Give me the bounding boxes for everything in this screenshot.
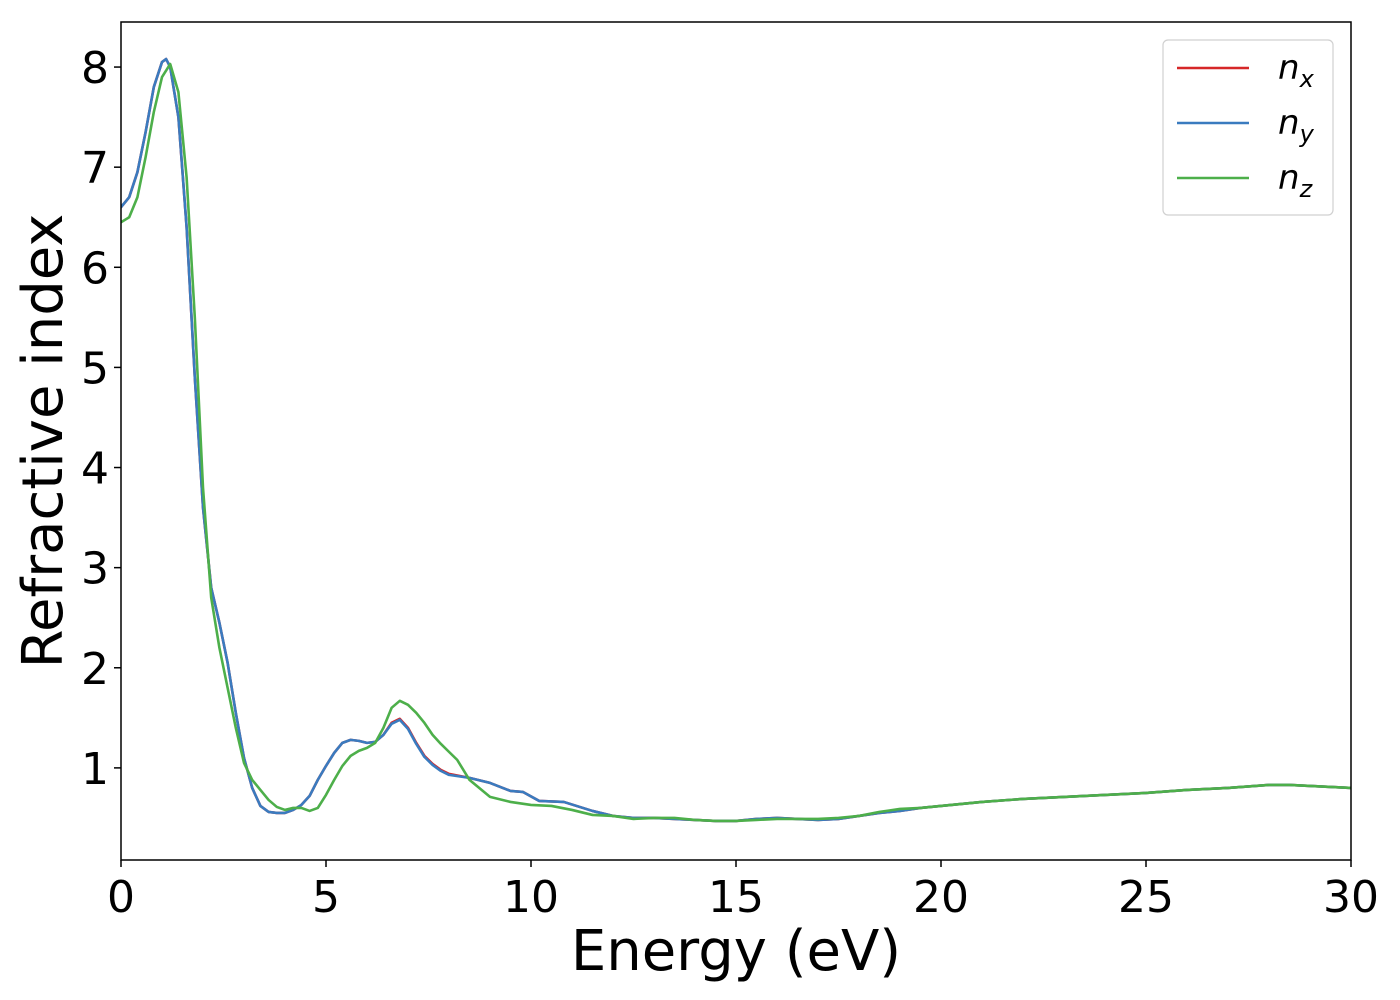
x-tick-label: 10 <box>503 872 559 923</box>
y-tick-label: 5 <box>81 343 109 394</box>
legend-box <box>1162 39 1334 216</box>
x-tick-label: 25 <box>1118 872 1174 923</box>
y-axis-ticks: 1 2 3 4 5 6 7 8 <box>81 43 121 795</box>
x-tick-label: 30 <box>1323 872 1379 923</box>
x-axis-label: Energy (eV) <box>571 919 901 984</box>
legend-item-nx: nx <box>1177 48 1315 93</box>
y-tick-label: 2 <box>81 644 109 695</box>
y-axis-label: Refractive index <box>11 214 76 669</box>
y-tick-label: 3 <box>81 544 109 595</box>
x-tick-label: 5 <box>312 872 340 923</box>
x-tick-label: 20 <box>913 872 969 923</box>
x-axis-ticks: 0 5 10 15 20 25 30 <box>107 860 1379 923</box>
x-tick-label: 15 <box>708 872 764 923</box>
x-tick-label: 0 <box>107 872 135 923</box>
series-line-nz <box>121 62 1351 823</box>
series-layer <box>121 57 1351 823</box>
y-tick-label: 8 <box>81 43 109 94</box>
y-tick-label: 7 <box>81 143 109 194</box>
y-tick-label: 6 <box>81 243 109 294</box>
y-tick-label: 1 <box>81 744 109 795</box>
y-tick-label: 4 <box>81 444 109 495</box>
